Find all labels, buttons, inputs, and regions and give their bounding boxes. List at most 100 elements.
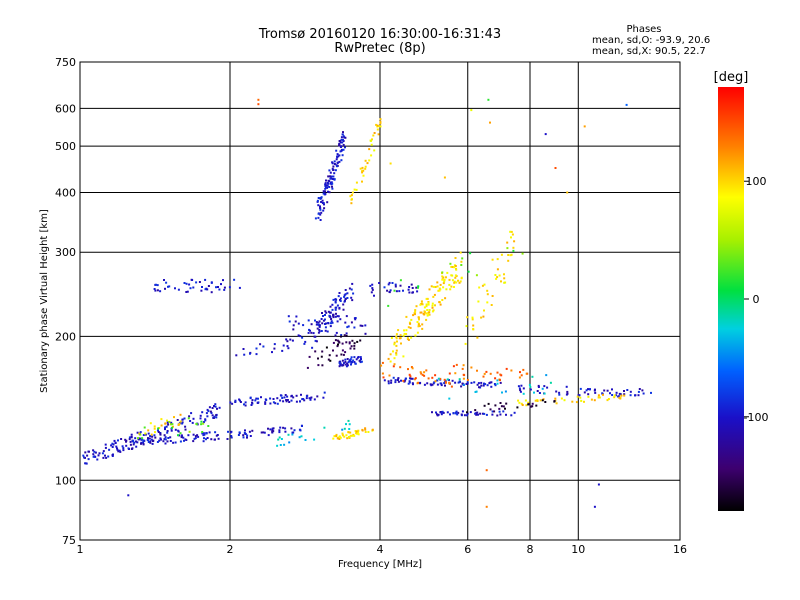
- data-point: [130, 448, 133, 450]
- data-point: [334, 315, 337, 318]
- data-point: [481, 284, 484, 287]
- data-point: [220, 283, 222, 286]
- data-point: [139, 431, 142, 434]
- data-point: [128, 438, 131, 441]
- data-point: [311, 346, 314, 349]
- data-point: [112, 443, 115, 446]
- data-point: [399, 279, 402, 282]
- colorbar: [718, 87, 744, 511]
- data-point: [426, 309, 429, 311]
- data-point: [94, 451, 97, 454]
- data-point: [510, 414, 513, 417]
- data-point: [277, 438, 280, 441]
- data-point: [279, 426, 282, 429]
- data-point: [362, 169, 365, 172]
- data-point: [120, 438, 123, 440]
- data-point: [373, 294, 375, 297]
- data-point: [185, 282, 188, 285]
- data-point: [192, 440, 195, 443]
- stats-line-o: mean, sd,O: -93.9, 20.6: [592, 35, 710, 46]
- data-point: [500, 253, 503, 256]
- data-point: [527, 401, 530, 404]
- data-point: [176, 419, 179, 421]
- data-point: [316, 395, 319, 398]
- data-point: [499, 379, 501, 382]
- data-point: [205, 432, 208, 435]
- data-point: [147, 432, 150, 435]
- data-point: [583, 391, 586, 394]
- data-point: [423, 383, 426, 386]
- data-point: [389, 289, 392, 292]
- data-point: [157, 429, 159, 432]
- data-point: [146, 439, 149, 441]
- data-point: [142, 443, 145, 446]
- data-point: [387, 304, 390, 307]
- data-point: [244, 429, 246, 432]
- data-point: [460, 277, 463, 280]
- data-point: [364, 427, 367, 430]
- data-point: [423, 310, 426, 313]
- data-point: [393, 343, 396, 346]
- data-point: [288, 401, 291, 403]
- data-point: [415, 286, 418, 289]
- data-point: [341, 434, 344, 437]
- data-point: [510, 230, 513, 233]
- data-point: [421, 303, 424, 306]
- data-point: [373, 149, 376, 152]
- data-point: [336, 165, 338, 168]
- data-point: [331, 161, 334, 164]
- data-point: [317, 357, 319, 360]
- data-point: [324, 183, 327, 186]
- data-point: [202, 421, 205, 424]
- data-point: [329, 359, 332, 362]
- data-point: [465, 325, 468, 328]
- data-point: [316, 200, 319, 203]
- data-point: [377, 133, 380, 136]
- data-point: [325, 311, 328, 314]
- data-point: [154, 436, 157, 439]
- data-point: [283, 396, 286, 399]
- data-point: [576, 395, 579, 398]
- data-point: [262, 345, 265, 348]
- data-point: [133, 441, 136, 444]
- data-point: [431, 304, 434, 307]
- data-point: [454, 276, 457, 279]
- data-point: [192, 417, 195, 420]
- data-point: [483, 404, 486, 407]
- data-point: [323, 207, 326, 210]
- data-point: [295, 400, 298, 403]
- data-point: [293, 429, 296, 432]
- data-point: [300, 393, 302, 396]
- data-point: [475, 413, 478, 416]
- data-point: [214, 438, 216, 441]
- data-point: [409, 326, 412, 329]
- data-point: [121, 445, 124, 448]
- data-point: [369, 139, 372, 142]
- data-point: [132, 443, 135, 446]
- data-point: [271, 351, 273, 354]
- data-point: [439, 382, 442, 385]
- data-point: [395, 353, 398, 356]
- data-point: [335, 331, 338, 334]
- data-point: [558, 393, 561, 396]
- data-point: [342, 303, 345, 306]
- data-point: [395, 352, 398, 355]
- data-point: [361, 180, 363, 183]
- data-point: [425, 369, 428, 372]
- data-point: [345, 423, 347, 426]
- data-point: [251, 429, 254, 432]
- data-point: [436, 413, 438, 416]
- data-point: [461, 257, 464, 260]
- data-point: [518, 387, 521, 390]
- data-point: [357, 433, 360, 436]
- data-point: [329, 171, 332, 174]
- data-point: [153, 425, 156, 428]
- data-point: [341, 342, 344, 345]
- data-point: [333, 172, 336, 175]
- data-point: [214, 403, 217, 406]
- data-point: [411, 291, 414, 294]
- data-point: [333, 160, 336, 163]
- data-point: [619, 393, 622, 396]
- data-point: [346, 297, 349, 299]
- data-point: [202, 422, 205, 425]
